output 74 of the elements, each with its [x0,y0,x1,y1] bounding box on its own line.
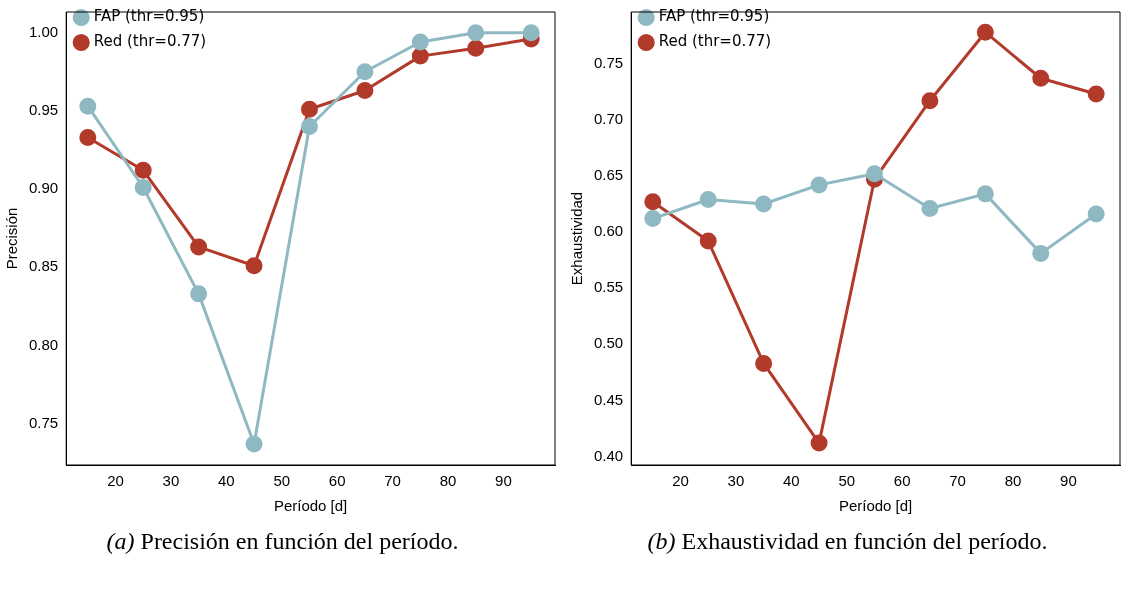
point [921,199,939,217]
y-tick-label: 0.50 [593,334,624,352]
x-tick-label: 80 [439,472,457,490]
x-tick-label: 70 [949,472,966,490]
point [810,434,828,452]
x-tick-label: 60 [328,472,346,490]
y-axis-title: Exhaustividad [568,191,586,286]
x-tick-label: 80 [1004,472,1022,490]
x-tick-label: 60 [893,472,911,490]
point [190,285,208,303]
point [79,97,97,115]
y-tick-label: 0.80 [28,335,59,353]
point [699,190,717,208]
y-tick-label: 0.75 [28,413,59,431]
point [467,24,485,42]
y-tick-label: 0.90 [28,179,59,197]
point [976,185,994,203]
point [411,47,429,65]
point [1032,69,1050,87]
point [245,257,263,275]
x-tick-label: 50 [273,472,291,490]
y-tick-label: 0.40 [593,446,624,464]
y-tick-label: 0.95 [28,101,59,118]
x-tick-label: 90 [1060,472,1077,490]
point [134,161,152,179]
point [79,128,97,146]
x-axis-title: Período [d] [838,497,913,515]
point [522,24,540,42]
point [245,435,263,453]
x-tick-label: 40 [218,472,235,490]
legend-label: FAP (thr=0.95) [658,7,770,26]
point [755,195,773,213]
x-tick-label: 30 [727,472,745,490]
point [976,23,994,41]
y-axis-title: Precisión [3,207,21,270]
text: (b) Exhaustividad en función del período. [646,528,1049,555]
point [411,33,429,51]
x-tick-label: 70 [384,472,401,490]
point [300,100,318,118]
point [1087,85,1105,103]
x-tick-label: 40 [783,472,800,490]
x-axis-title: Período [d] [273,497,348,515]
point [467,39,485,57]
point [644,193,662,211]
text: (a) Precisión en función del período. [105,528,460,555]
point [699,232,717,250]
x-tick-label: 50 [838,472,856,490]
y-tick-label: 0.55 [593,278,624,296]
point [300,118,318,135]
y-tick-label: 1.00 [28,22,59,40]
x-tick-label: 20 [107,472,124,490]
point [755,354,773,372]
x-tick-label: 90 [495,472,512,490]
point [190,238,208,256]
point [865,165,883,183]
point [1032,244,1050,262]
point [134,179,152,197]
point [810,176,828,194]
point [1087,205,1105,223]
point [921,92,939,110]
x-tick-label: 20 [672,472,689,490]
point [356,82,374,100]
y-tick-label: 0.85 [28,257,59,275]
legend-label: Red (thr=0.77) [93,32,207,51]
legend-label: Red (thr=0.77) [658,32,772,51]
y-tick-label: 0.60 [593,222,624,240]
x-tick-label: 30 [162,472,180,490]
y-tick-label: 0.75 [593,53,624,71]
point [356,63,374,81]
y-tick-label: 0.65 [593,166,624,184]
y-tick-label: 0.70 [593,109,624,127]
point [644,210,662,228]
y-tick-label: 0.45 [593,390,624,408]
legend-label: FAP (thr=0.95) [93,7,205,26]
